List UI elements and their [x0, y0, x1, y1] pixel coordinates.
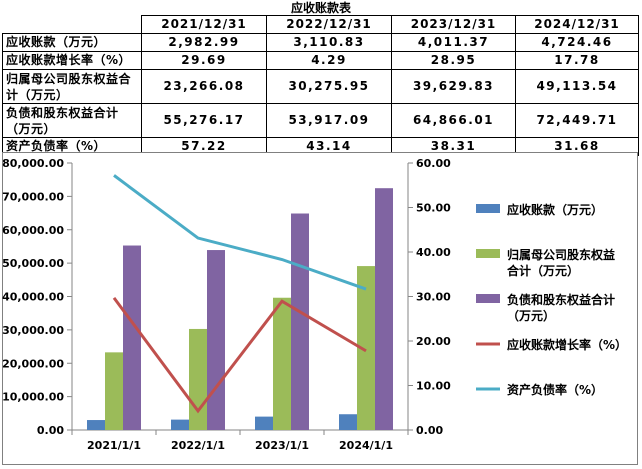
table-cell: 4,011.37: [391, 33, 516, 52]
table-cell: 72,449.71: [515, 103, 639, 138]
bar-2: [273, 297, 291, 430]
x-tick-label: 2022/1/1: [171, 439, 225, 452]
bar-1: [255, 416, 273, 430]
left-tick-label: 0.00: [37, 424, 64, 437]
table-cell: 49,113.54: [515, 69, 639, 104]
column-header: 2023/12/31: [391, 15, 516, 34]
right-tick-label: 0.00: [416, 424, 443, 437]
right-tick-label: 40.00: [416, 246, 451, 259]
left-tick-label: 60,000.00: [2, 224, 64, 237]
legend-swatch-3: [476, 294, 500, 303]
table-cell: 53,917.09: [266, 103, 392, 138]
bar-2: [189, 328, 207, 430]
legend-label-3: 负债和股东权益合计: [507, 292, 615, 307]
bar-3: [123, 245, 141, 430]
left-tick-label: 20,000.00: [2, 357, 64, 370]
bar-2: [105, 352, 123, 430]
x-tick-label: 2021/1/1: [87, 439, 141, 452]
right-tick-label: 10.00: [416, 380, 451, 393]
legend-label-2: 合计（万元）: [507, 263, 579, 278]
table-cell: 30,275.95: [266, 69, 392, 104]
table-title: 应收账款表: [290, 1, 351, 15]
table-cell: 4.29: [266, 51, 392, 70]
bar-1: [171, 419, 189, 430]
table-row: 应收账款（万元） 2,982.99 3,110.83 4,011.37 4,72…: [2, 33, 639, 52]
legend-swatch-2: [476, 249, 500, 258]
bar-1: [339, 414, 357, 430]
column-header: 2021/12/31: [141, 15, 267, 34]
table-header-row: 2021/12/31 2022/12/31 2023/12/31 2024/12…: [2, 15, 639, 34]
table-cell: 55,276.17: [141, 103, 267, 138]
bar-3: [375, 188, 393, 430]
table-cell: 31.68: [515, 137, 639, 156]
bar-1: [87, 420, 105, 430]
legend-label-5: 资产负债率（%）: [507, 382, 603, 397]
table-row: 资产负债率（%） 57.22 43.14 38.31 31.68: [2, 137, 639, 156]
table-cell: 64,866.01: [391, 103, 516, 138]
left-tick-label: 40,000.00: [2, 291, 64, 304]
table-cell: 28.95: [391, 51, 516, 70]
table-row: 应收账款增长率（%） 29.69 4.29 28.95 17.78: [2, 51, 639, 70]
bar-3: [207, 250, 225, 430]
series-line-2: [113, 174, 367, 291]
legend-label-4: 应收账款增长率（%）: [507, 337, 627, 352]
right-tick-label: 30.00: [416, 291, 451, 304]
right-tick-label: 50.00: [416, 202, 451, 215]
table-cell: 39,629.83: [391, 69, 516, 104]
right-tick-label: 60.00: [416, 157, 451, 170]
legend-swatch-1: [476, 204, 500, 213]
legend-label-2: 归属母公司股东权益: [507, 247, 615, 262]
right-tick-label: 20.00: [416, 335, 451, 348]
table-row: 归属母公司股东权益合计（万元） 23,266.08 30,275.95 39,6…: [2, 69, 639, 104]
table-row: 负债和股东权益合计（万元） 55,276.17 53,917.09 64,866…: [2, 103, 639, 138]
left-tick-label: 70,000.00: [2, 190, 64, 203]
left-tick-label: 10,000.00: [2, 391, 64, 404]
table-cell: 4,724.46: [515, 33, 639, 52]
left-tick-label: 30,000.00: [2, 324, 64, 337]
left-tick-label: 50,000.00: [2, 257, 64, 270]
left-tick-label: 80,000.00: [2, 157, 64, 170]
bar-3: [291, 213, 309, 430]
legend-label-1: 应收账款（万元）: [507, 202, 603, 217]
legend-label-3: （万元）: [507, 308, 555, 323]
bar-2: [357, 266, 375, 430]
x-tick-label: 2024/1/1: [339, 439, 393, 452]
receivables-table: 2021/12/31 2022/12/31 2023/12/31 2024/12…: [2, 15, 639, 156]
x-tick-label: 2023/1/1: [255, 439, 309, 452]
column-header: 2024/12/31: [515, 15, 639, 34]
series-line-1: [112, 296, 367, 414]
